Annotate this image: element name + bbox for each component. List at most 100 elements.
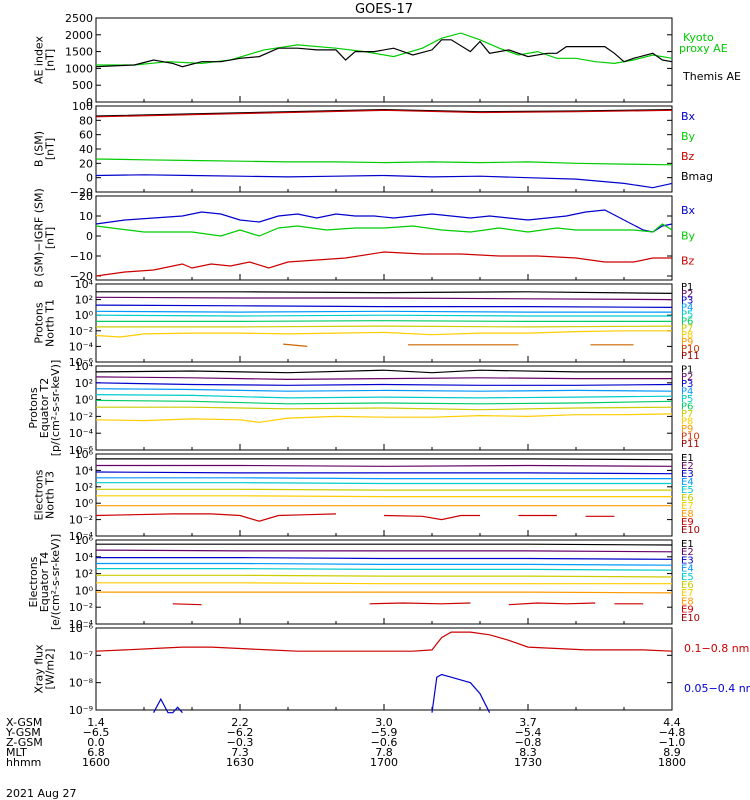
footer-value: 1800 [658, 756, 686, 769]
y-axis-label: Xray flux [33, 644, 46, 694]
y-tick-label: 10⁻⁷ [69, 649, 93, 662]
footer-row-label: hhmm [6, 756, 41, 769]
legend-entry: P8 [681, 330, 693, 341]
series-p8 [95, 330, 672, 338]
footer-value: 4.4 [663, 716, 681, 729]
legend-entry: P2 [681, 289, 693, 300]
legend-entry: P8 [681, 417, 693, 428]
legend-entry: By [681, 130, 696, 143]
panel-frame [95, 627, 673, 711]
series-bmag [95, 108, 673, 117]
panel-xray: 10⁻⁶ 10⁻⁷ 10⁻⁸ 10⁻⁹ Xray flux[W/m2] 0.1−0.8 n… [33, 622, 750, 717]
y-axis-label: Equator T2 [38, 378, 51, 438]
legend-entry: P10 [681, 344, 700, 355]
footer-value: 7.8 [375, 746, 393, 759]
y-tick-label: 100 [72, 100, 93, 113]
legend-entry: 0.1−0.8 nm [684, 642, 749, 655]
footer-row-label: MLT [6, 746, 27, 759]
footer-value: 3.7 [519, 716, 537, 729]
legend-entry: P6 [681, 316, 693, 327]
legend-entry: P7 [681, 409, 693, 420]
legend-entry: E7 [681, 501, 694, 512]
footer-value: 6.8 [87, 746, 105, 759]
y-tick-label: 10⁴ [75, 464, 94, 477]
legend-entry: E8 [681, 509, 694, 520]
legend-entry: E6 [681, 580, 694, 591]
y-tick-label: 500 [72, 79, 93, 92]
footer-value: −1.0 [659, 736, 686, 749]
series-bz [95, 251, 672, 277]
legend-entry: P11 [681, 439, 700, 450]
footer-value: 7.3 [231, 746, 249, 759]
legend-entry: E10 [681, 613, 700, 624]
legend-entry: E3 [681, 469, 694, 480]
footer-value: −0.8 [515, 736, 542, 749]
series-e6 [96, 488, 672, 491]
legend-entry: P10 [681, 431, 700, 442]
y-tick-label: 10² [75, 294, 93, 307]
y-axis-label: Electrons [27, 556, 40, 607]
series-e9a [172, 603, 202, 606]
y-tick-label: 10⁻² [69, 325, 93, 338]
legend-entry: Themis AE [682, 70, 741, 83]
footer-value: 0.0 [87, 736, 105, 749]
series-p1 [95, 369, 672, 374]
series-p7 [96, 325, 673, 328]
series-0-1-0-8-nm [95, 631, 673, 652]
footer-value: −0.3 [227, 736, 254, 749]
y-axis-label: B (SM)−IGRF (SM) [33, 188, 46, 288]
series-p10a [283, 343, 308, 347]
legend-entry: E4 [681, 477, 694, 488]
y-tick-label: 2500 [65, 12, 93, 25]
series-p2 [95, 376, 672, 381]
series-bx [95, 174, 673, 189]
y-tick-label: 10⁻⁹ [69, 704, 93, 717]
plot-title: GOES-17 [355, 2, 413, 17]
legend-entry: P6 [681, 402, 693, 413]
footer-row-label: X-GSM [6, 716, 42, 729]
y-tick-label: 10⁰ [75, 497, 94, 510]
y-tick-label: 10⁰ [75, 394, 94, 407]
series-p5 [95, 394, 673, 399]
series-e9a [95, 513, 337, 522]
footer-value: 1630 [226, 756, 254, 769]
y-tick-label: −10 [70, 250, 93, 263]
y-axis-label: [nT] [44, 49, 57, 71]
legend-entry: proxy AE [679, 42, 728, 55]
footer-value: −4.8 [659, 726, 686, 739]
y-tick-label: 10⁴ [75, 551, 94, 564]
y-axis-label: North T3 [44, 471, 57, 519]
y-tick-label: 1500 [65, 46, 93, 59]
legend-entry: P4 [681, 303, 693, 314]
footer-row-label: Y-GSM [5, 726, 41, 739]
series-e2 [96, 464, 673, 467]
panel-frame [95, 539, 673, 625]
series-p3 [95, 304, 673, 308]
legend-entry: E5 [681, 572, 694, 583]
legend-entry: E8 [681, 596, 694, 607]
series-p4 [95, 388, 673, 392]
legend-entry: P5 [681, 394, 693, 405]
legend-entry: E6 [681, 493, 694, 504]
legend-entry: E10 [681, 525, 700, 536]
series-by [95, 223, 673, 237]
y-tick-label: 2000 [65, 29, 93, 42]
legend-entry: E2 [681, 461, 694, 472]
series-p2 [95, 296, 673, 301]
legend-entry: E2 [681, 547, 694, 558]
y-tick-label: 10⁻² [69, 410, 93, 423]
series-kyoto-proxy-ae [96, 32, 673, 66]
series-e4 [96, 477, 672, 480]
y-tick-label: 10⁻⁴ [69, 427, 94, 440]
footer-value: 1.4 [87, 716, 105, 729]
legend-entry: E9 [681, 517, 694, 528]
y-tick-label: 10⁻² [69, 514, 93, 527]
footer-row-label: Z-GSM [6, 736, 43, 749]
footer-value: −6.2 [227, 726, 254, 739]
legend-entry: P3 [681, 379, 693, 390]
series-e6 [96, 574, 673, 578]
